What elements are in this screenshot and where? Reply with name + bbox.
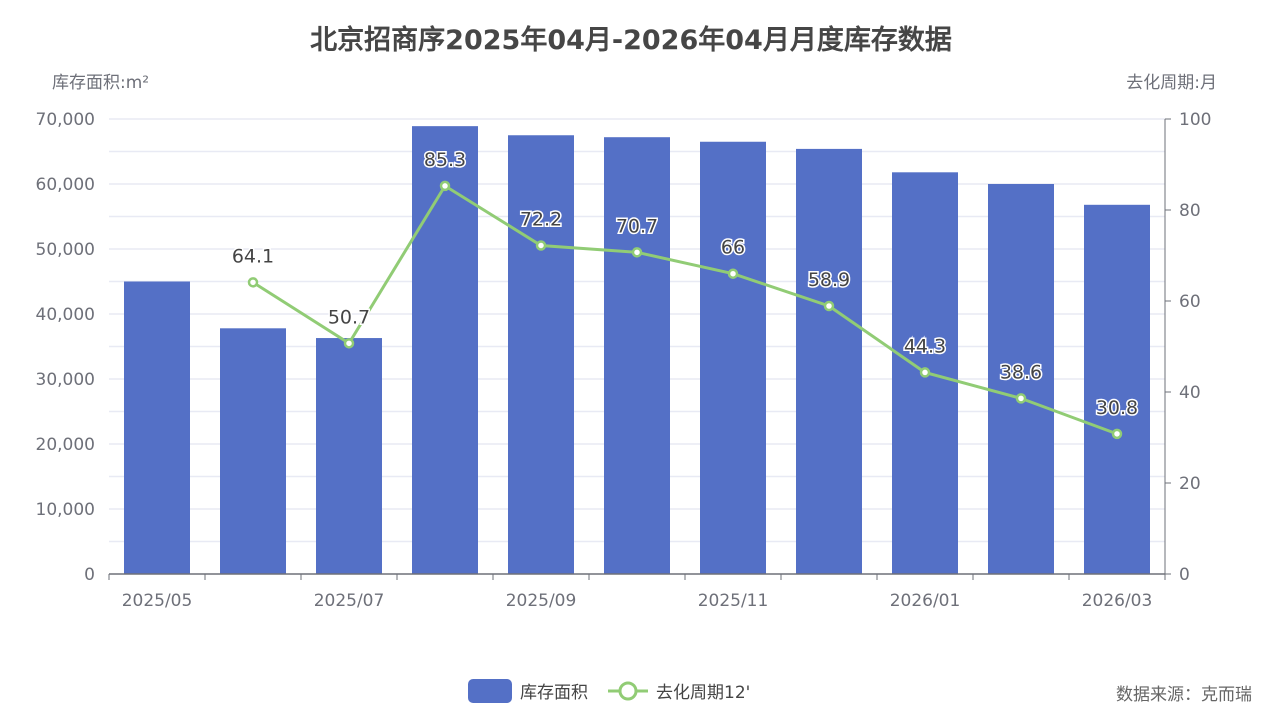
- y-right-axis-title: 去化周期:月: [1126, 73, 1217, 93]
- y-tick-label: 0: [84, 565, 95, 585]
- y-tick-label: 70,000: [36, 110, 95, 130]
- y-tick-label: 60,000: [36, 175, 95, 195]
- y-tick-label: 40,000: [36, 305, 95, 325]
- y-right-tick-label: 60: [1179, 292, 1201, 312]
- legend: 库存面积 去化周期12': [468, 678, 750, 703]
- bar: [124, 281, 190, 574]
- line-point: [439, 180, 451, 192]
- bar: [1084, 204, 1150, 575]
- line-series: [252, 183, 1118, 436]
- x-tick-label: 2025/11: [698, 591, 769, 611]
- y-right-tick-label: 80: [1179, 201, 1201, 221]
- y-tick-label: 50,000: [36, 240, 95, 260]
- y-right-tick-label: 0: [1179, 565, 1190, 585]
- data-source: 数据来源：克而瑞: [1116, 685, 1252, 705]
- line-point: [631, 247, 643, 258]
- line-point: [823, 300, 835, 312]
- line-point: [247, 277, 259, 288]
- bar: [508, 135, 574, 574]
- line-point: [727, 268, 739, 279]
- y-right-tick-label: 100: [1179, 110, 1211, 130]
- bar: [412, 126, 478, 575]
- x-tick-label: 2025/07: [314, 591, 385, 611]
- bar: [796, 148, 862, 574]
- chart-title: 北京招商序2025年04月-2026年04月月度库存数据: [310, 25, 952, 56]
- legend-bar-label[interactable]: 库存面积: [520, 683, 588, 703]
- y-tick-label: 30,000: [36, 370, 95, 390]
- bar: [700, 141, 766, 574]
- data-label: 64.1: [232, 245, 274, 267]
- y-tick-label: 20,000: [36, 435, 95, 455]
- data-label: 72.2: [520, 208, 562, 230]
- x-tick-label: 2026/01: [890, 591, 961, 611]
- data-label: 50.7: [328, 306, 370, 328]
- x-tick-label: 2026/03: [1082, 591, 1153, 611]
- line-point: [1015, 393, 1027, 404]
- data-label: 30.8: [1096, 397, 1138, 419]
- legend-line-label[interactable]: 去化周期12': [656, 683, 751, 703]
- x-tick-label: 2025/05: [122, 591, 193, 611]
- bar: [220, 328, 286, 574]
- data-label: 66: [721, 237, 745, 259]
- line-point: [535, 240, 547, 251]
- bar: [604, 137, 670, 574]
- legend-line-swatch[interactable]: [606, 679, 650, 703]
- data-label: 58.9: [808, 269, 850, 291]
- line-point: [343, 338, 355, 349]
- y-tick-label: 10,000: [36, 500, 95, 520]
- bar: [316, 338, 382, 574]
- data-label: 44.3: [904, 335, 946, 357]
- line-point: [1111, 428, 1123, 440]
- y-right-tick-label: 40: [1179, 383, 1201, 403]
- bar: [988, 184, 1054, 574]
- data-label: 70.7: [616, 215, 658, 237]
- data-label: 38.6: [1000, 361, 1042, 383]
- y-axis-title: 库存面积:m²: [52, 73, 149, 93]
- y-right-tick-label: 20: [1179, 474, 1201, 494]
- x-tick-label: 2025/09: [506, 591, 577, 611]
- data-label: 85.3: [424, 149, 466, 171]
- legend-bar-swatch[interactable]: [468, 678, 512, 703]
- line-point: [919, 367, 931, 378]
